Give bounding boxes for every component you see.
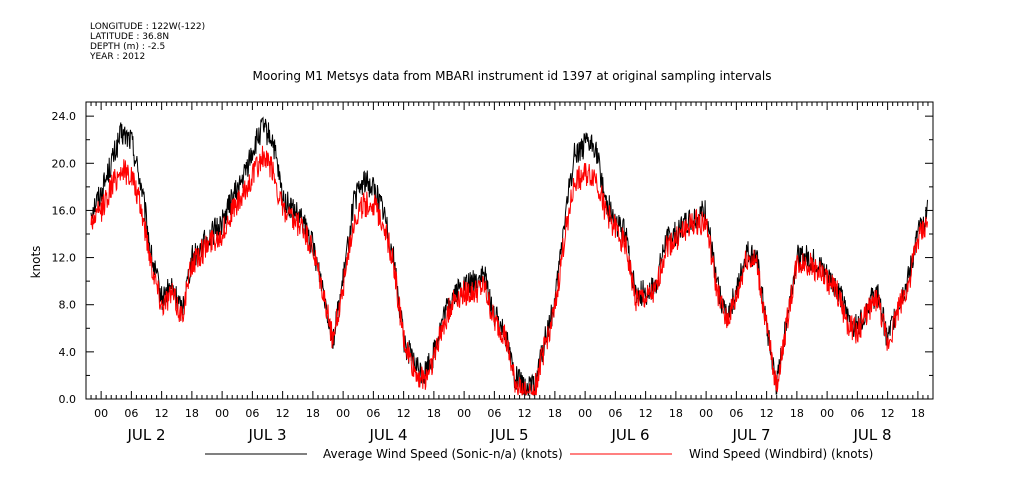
latitude-text: LATITUDE : 36.8N <box>90 32 170 42</box>
x-tick-label: 06 <box>487 407 501 420</box>
x-tick-label: 18 <box>911 407 925 420</box>
x-tick-label: 18 <box>427 407 441 420</box>
x-tick-label: 12 <box>639 407 653 420</box>
x-day-label: JUL 8 <box>852 426 891 444</box>
year-text: YEAR : 2012 <box>90 52 146 62</box>
x-tick-label: 00 <box>336 407 350 420</box>
y-tick-label: 20.0 <box>52 157 77 170</box>
depth-text: DEPTH (m) : -2.5 <box>90 42 166 52</box>
x-tick-label: 00 <box>215 407 229 420</box>
longitude-text: LONGITUDE : 122W(-122) <box>90 22 206 32</box>
x-tick-label: 00 <box>94 407 108 420</box>
x-tick-label: 12 <box>760 407 774 420</box>
chart-title: Mooring M1 Metsys data from MBARI instru… <box>253 69 772 83</box>
x-tick-label: 06 <box>729 407 743 420</box>
metadata-block: LONGITUDE : 122W(-122) LATITUDE : 36.8N … <box>90 22 205 62</box>
x-tick-label: 06 <box>245 407 259 420</box>
x-day-label: JUL 3 <box>247 426 286 444</box>
x-tick-label: 18 <box>669 407 683 420</box>
x-tick-label: 00 <box>457 407 471 420</box>
legend: Average Wind Speed (Sonic-n/a) (knots) Wi… <box>205 447 873 461</box>
x-day-label: JUL 5 <box>489 426 528 444</box>
series-line-windbird <box>90 145 928 396</box>
x-day-label: JUL 2 <box>126 426 165 444</box>
x-tick-label: 18 <box>185 407 199 420</box>
y-tick-label: 24.0 <box>52 110 77 123</box>
x-tick-label: 12 <box>518 407 532 420</box>
x-tick-label: 18 <box>306 407 320 420</box>
y-tick-label: 0.0 <box>59 393 77 406</box>
x-tick-label: 06 <box>850 407 864 420</box>
legend-label-windbird: Wind Speed (Windbird) (knots) <box>689 447 873 461</box>
x-tick-label: 18 <box>548 407 562 420</box>
x-day-label: JUL 4 <box>368 426 407 444</box>
x-tick-label: 12 <box>155 407 169 420</box>
x-tick-label: 18 <box>790 407 804 420</box>
x-day-label: JUL 7 <box>731 426 770 444</box>
x-tick-label: 00 <box>578 407 592 420</box>
y-axis-label: knots <box>29 246 43 279</box>
x-tick-label: 06 <box>124 407 138 420</box>
y-tick-label: 12.0 <box>52 252 77 265</box>
x-tick-label: 12 <box>276 407 290 420</box>
series-group <box>90 116 928 397</box>
axes-group: 0.0 4.0 8.0 12.0 16.0 20.0 24.0 00 06 12 18 00 06 12 1… <box>52 101 934 444</box>
x-tick-label: 06 <box>366 407 380 420</box>
x-tick-label: 06 <box>608 407 622 420</box>
y-tick-label: 16.0 <box>52 204 77 217</box>
x-day-label: JUL 6 <box>610 426 649 444</box>
x-tick-label: 12 <box>881 407 895 420</box>
y-tick-label: 4.0 <box>59 346 77 359</box>
x-tick-label: 00 <box>820 407 834 420</box>
legend-label-sonic: Average Wind Speed (Sonic-n/a) (knots) <box>323 447 563 461</box>
x-tick-label: 12 <box>397 407 411 420</box>
x-tick-label: 00 <box>699 407 713 420</box>
y-tick-label: 8.0 <box>59 299 77 312</box>
